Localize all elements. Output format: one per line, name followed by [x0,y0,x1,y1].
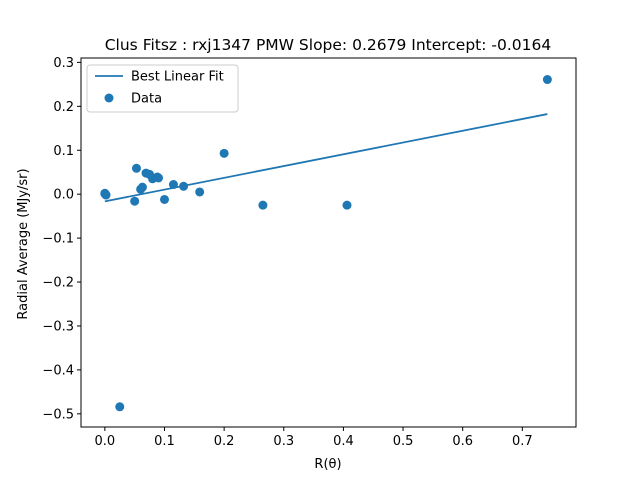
data-point [115,402,125,412]
y-tick-label: −0.4 [42,363,74,378]
data-point [100,188,110,198]
y-tick-label: 0.0 [53,188,74,203]
y-tick-label: 0.1 [53,144,74,159]
legend-label-data: Data [131,92,162,107]
legend-box [86,64,239,113]
chart-title: Clus Fitsz : rxj1347 PMW Slope: 0.2679 I… [105,36,552,54]
y-tick-label: 0.3 [53,56,74,71]
data-point [195,187,205,197]
y-tick-label: −0.3 [42,319,74,334]
series-layer [100,75,552,412]
x-tick-label: 0.0 [95,434,116,449]
y-tick-label: −0.1 [42,232,74,247]
x-tick-label: 0.2 [214,434,235,449]
data-point [159,194,169,204]
y-axis-ticks: −0.5 −0.4 −0.3 −0.2 −0.1 0.0 0.1 0.2 0.3 [42,56,81,422]
y-tick-label: −0.5 [42,407,74,422]
best-fit-line [104,113,548,203]
data-point [137,182,147,192]
data-point [130,196,140,206]
x-tick-label: 0.7 [512,434,533,449]
data-point [542,75,552,85]
data-point [219,148,229,158]
x-axis-label: R(θ) [314,457,341,472]
x-tick-label: 0.5 [393,434,414,449]
data-point [179,181,189,191]
legend-marker-swatch [104,93,114,103]
y-tick-label: 0.2 [53,100,74,115]
data-point [131,163,141,173]
legend-label-fit: Best Linear Fit [131,70,224,85]
data-point [154,173,164,183]
y-tick-label: −0.2 [42,276,74,291]
x-axis-ticks: 0.0 0.1 0.2 0.3 0.4 0.5 0.6 0.7 [95,427,533,449]
legend: Best Linear Fit Data [86,64,239,113]
y-axis-label: Radial Average (MJy/sr) [16,168,31,319]
plot-frame [80,57,577,428]
x-tick-label: 0.1 [154,434,175,449]
data-point [342,200,352,210]
x-tick-label: 0.4 [333,434,354,449]
data-point [168,180,178,190]
x-tick-label: 0.6 [452,434,473,449]
data-point [258,200,268,210]
x-tick-label: 0.3 [273,434,294,449]
